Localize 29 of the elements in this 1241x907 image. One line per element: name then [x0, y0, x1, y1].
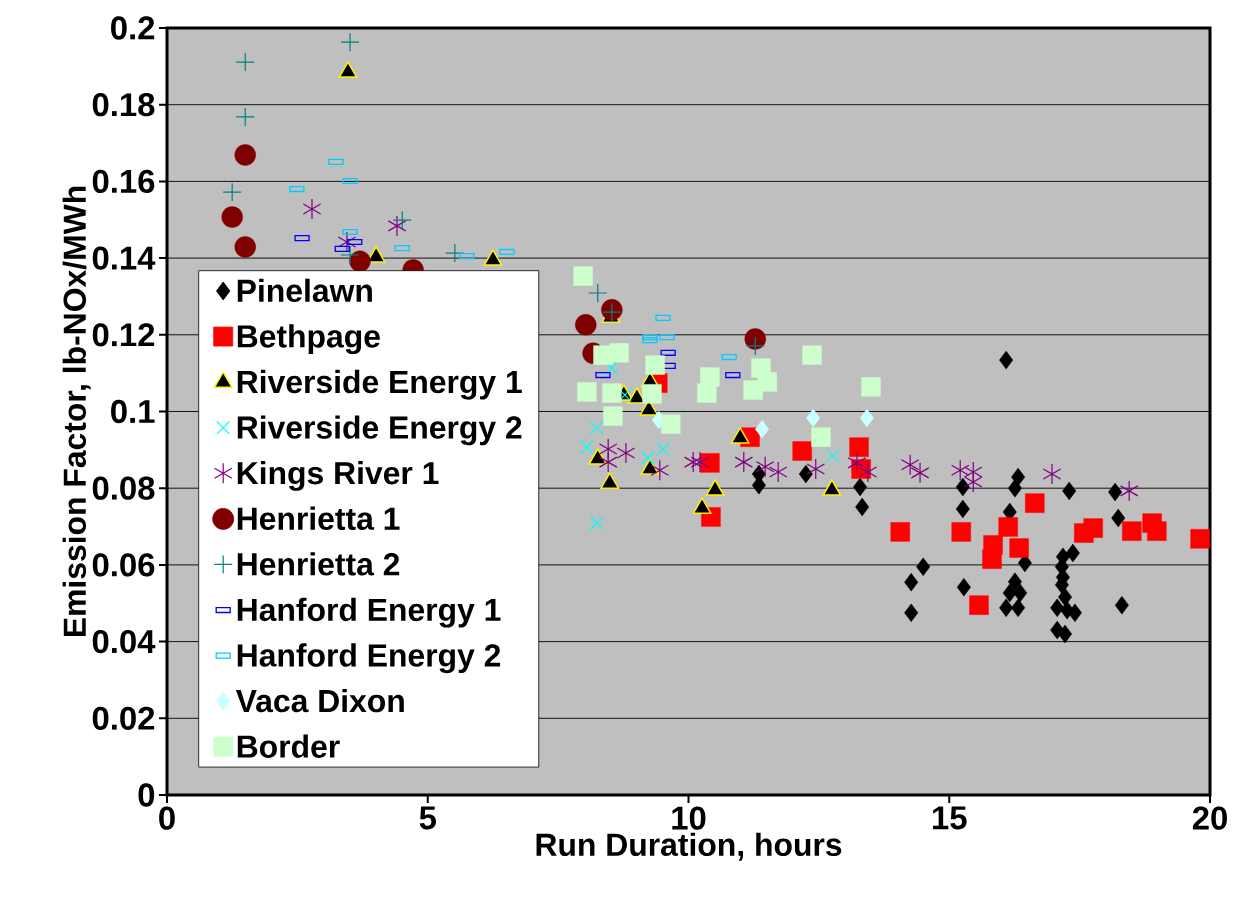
x-tick-label: 20 — [1192, 806, 1227, 830]
x-tick-label: 5 — [419, 806, 436, 830]
legend-label: Riverside Energy 2 — [237, 415, 522, 446]
y-tick-label: 0.08 — [92, 476, 155, 500]
y-tick-label: 0.02 — [92, 706, 155, 730]
legend-label: Border — [237, 734, 340, 758]
y-tick-label: 0.14 — [92, 246, 156, 270]
y-tick-label: 0.06 — [92, 553, 155, 577]
legend-label: Riverside Energy 1 — [237, 369, 522, 400]
x-tick-label: 15 — [933, 806, 967, 830]
y-tick-label: 0 — [138, 783, 155, 807]
legend-label: Vaca Dixon — [235, 688, 404, 713]
y-tick-label: 0.2 — [111, 16, 155, 40]
y-tick-label: 0.16 — [92, 169, 155, 194]
legend-label: Hanford Energy 1 — [237, 597, 501, 628]
x-tick-label: 10 — [672, 806, 706, 830]
y-tick-label: 0.04 — [92, 629, 156, 654]
y-tick-label: 0.18 — [92, 93, 155, 117]
legend-label: Pinelawn — [237, 278, 372, 303]
y-axis-title: Emission Factor, lb-NOx/MWh — [62, 186, 91, 637]
x-axis-title: Run Duration, hours — [536, 832, 842, 861]
y-tick-label: 0.1 — [111, 399, 155, 424]
legend-label: Kings River 1 — [237, 461, 439, 491]
legend-label: Bethpage — [237, 324, 380, 355]
x-tick-label: 0 — [159, 806, 175, 830]
legend-label: Henrietta 1 — [237, 506, 400, 530]
legend-label: Henrietta 2 — [237, 552, 400, 576]
legend-label: Hanford Energy 2 — [237, 643, 501, 674]
y-tick-label: 0.12 — [92, 323, 155, 347]
